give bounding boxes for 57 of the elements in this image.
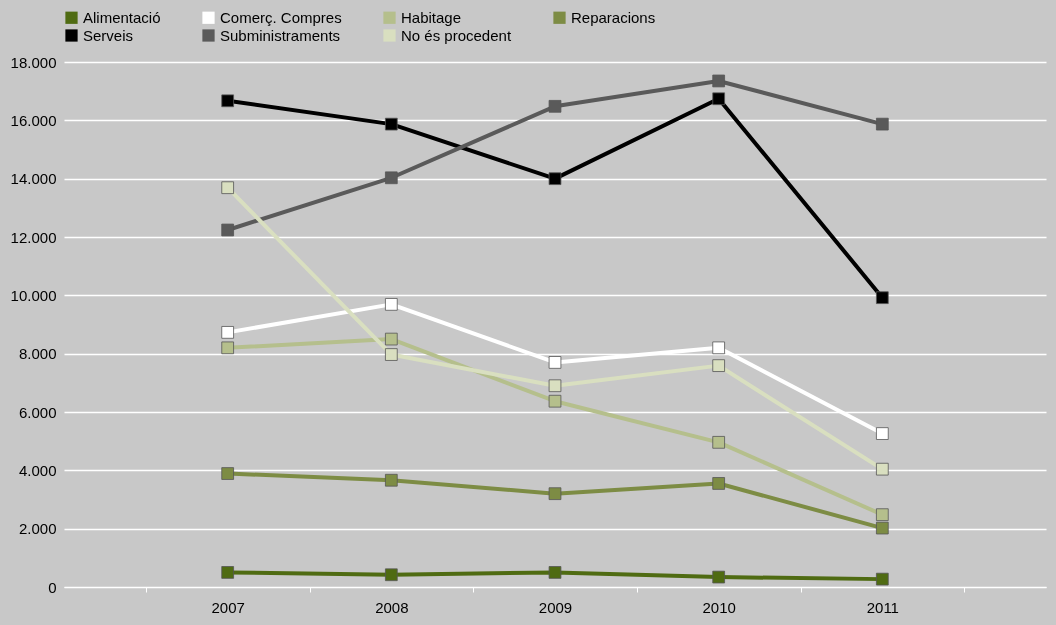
legend-label: Subministraments xyxy=(220,26,341,44)
legend-label: Alimentació xyxy=(83,8,161,26)
y-tick-label: 6.000 xyxy=(18,403,57,421)
point xyxy=(548,566,562,579)
point xyxy=(385,117,398,131)
point xyxy=(876,427,889,440)
legend-label: No és procedent xyxy=(401,26,512,44)
point xyxy=(876,117,889,131)
point xyxy=(385,171,398,185)
point xyxy=(385,568,398,582)
x-tick-label: 2008 xyxy=(375,598,409,616)
point xyxy=(221,326,234,339)
y-tick-label: 0 xyxy=(48,578,57,596)
point xyxy=(221,341,234,355)
point xyxy=(385,348,398,361)
point xyxy=(221,223,234,237)
legend-label: Reparacions xyxy=(571,8,656,26)
point xyxy=(548,379,562,393)
y-tick-label: 18.000 xyxy=(10,53,57,71)
legend-label: Serveis xyxy=(83,26,134,44)
point xyxy=(548,394,562,408)
point xyxy=(548,487,562,500)
point xyxy=(385,473,398,487)
x-tick-label: 2009 xyxy=(538,598,573,616)
legend-label: Comerç. Compres xyxy=(220,8,342,26)
point xyxy=(548,356,562,369)
point xyxy=(385,298,398,311)
point xyxy=(548,100,562,113)
point xyxy=(712,74,725,88)
y-tick-label: 8.000 xyxy=(18,345,57,363)
legend-label: Habitage xyxy=(401,8,462,26)
y-tick-label: 4.000 xyxy=(18,461,57,479)
point xyxy=(876,462,889,476)
point xyxy=(712,359,725,372)
point xyxy=(221,467,234,480)
point xyxy=(876,508,889,521)
point xyxy=(548,172,562,185)
point xyxy=(221,94,234,108)
point xyxy=(712,341,725,355)
point xyxy=(712,570,725,584)
point xyxy=(876,572,889,586)
point xyxy=(712,92,725,106)
point xyxy=(221,181,234,195)
point xyxy=(712,477,725,490)
point xyxy=(712,436,725,449)
point xyxy=(876,291,889,304)
point xyxy=(221,566,234,579)
point xyxy=(876,521,889,535)
y-tick-label: 2.000 xyxy=(18,520,57,538)
x-tick-label: 2010 xyxy=(702,598,736,616)
x-tick-label: 2011 xyxy=(866,598,899,616)
x-tick-label: 2007 xyxy=(211,598,245,616)
y-tick-label: 16.000 xyxy=(10,111,57,129)
point xyxy=(385,332,398,346)
y-tick-label: 14.000 xyxy=(10,170,57,188)
y-tick-label: 12.000 xyxy=(10,228,57,246)
y-tick-label: 10.000 xyxy=(10,286,57,304)
